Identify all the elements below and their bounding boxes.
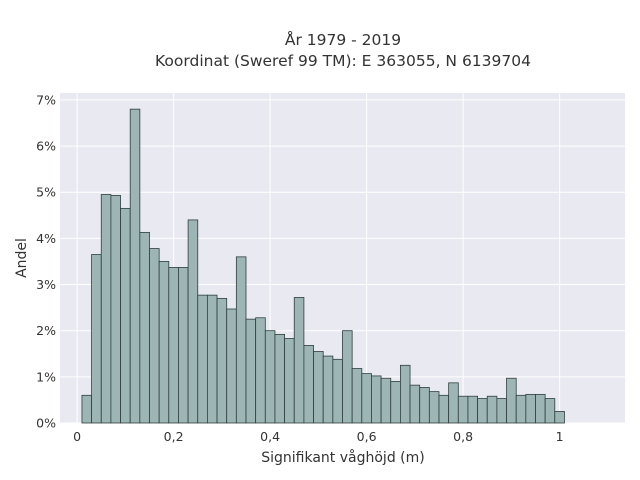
histogram-bar [535, 393, 546, 424]
y-tick-label: 3% [36, 277, 56, 292]
histogram-bar [477, 398, 488, 424]
histogram-bar [351, 368, 363, 424]
histogram-bar [187, 219, 199, 424]
histogram-bar [457, 395, 469, 424]
y-tick-label: 7% [36, 92, 56, 107]
histogram-bar [515, 394, 527, 424]
chart-title-line-1: År 1979 - 2019 [285, 30, 401, 49]
histogram-bar [399, 364, 411, 424]
histogram-bar [554, 411, 565, 424]
histogram-bar [428, 391, 440, 424]
histogram-bar [390, 381, 401, 424]
histogram-bar [506, 377, 517, 424]
y-tick-label: 6% [36, 139, 56, 154]
histogram-bar [438, 394, 450, 424]
y-axis-title: Andel [14, 238, 30, 278]
x-axis-ticks: 0 0,2 0,4 0,6 0,8 1 [73, 429, 563, 444]
bars [81, 108, 565, 424]
histogram-bar [178, 267, 189, 424]
histogram-bar [293, 297, 305, 424]
x-tick-label: 0,8 [453, 429, 473, 444]
histogram-bar [197, 294, 208, 424]
histogram-bar [207, 294, 218, 424]
histogram-bar [120, 207, 131, 424]
histogram-bar [284, 338, 295, 424]
x-tick-label: 1 [556, 429, 564, 444]
histogram-bar [226, 308, 237, 424]
x-tick-label: 0,4 [260, 429, 280, 444]
y-tick-label: 4% [36, 231, 56, 246]
histogram-bar [371, 375, 382, 424]
y-tick-label: 0% [36, 416, 56, 431]
histogram-bar [158, 261, 170, 424]
histogram-bar [332, 358, 343, 424]
histogram-bar [100, 194, 112, 424]
histogram-bar [216, 297, 228, 424]
histogram-bar [91, 254, 102, 424]
x-tick-label: 0,2 [164, 429, 184, 444]
x-tick-label: 0,6 [357, 429, 377, 444]
histogram-bar [525, 393, 536, 424]
histogram-bar [245, 318, 257, 424]
y-tick-label: 5% [36, 185, 56, 200]
histogram-bar [168, 267, 179, 424]
histogram-bar [139, 231, 150, 424]
histogram-bar [467, 395, 478, 424]
histogram-bar [255, 317, 266, 424]
histogram-bar [322, 355, 334, 424]
histogram-bar [149, 248, 160, 424]
histogram-bar [342, 330, 353, 424]
chart-title-line-2: Koordinat (Sweref 99 TM): E 363055, N 61… [155, 52, 531, 70]
histogram-bar [380, 377, 392, 424]
histogram-bar [129, 108, 141, 424]
histogram-bar [419, 387, 430, 424]
x-tick-label: 0 [73, 429, 81, 444]
y-tick-label: 2% [36, 323, 56, 338]
histogram-bar [81, 394, 93, 424]
histogram-bar [313, 351, 324, 424]
histogram-bar [303, 345, 314, 424]
histogram-bar [409, 384, 421, 424]
histogram-bar [110, 195, 121, 424]
histogram-bar [274, 333, 286, 424]
histogram-bar [235, 256, 247, 424]
histogram-bar [448, 382, 459, 424]
histogram-bar [264, 330, 276, 424]
histogram-bar [544, 398, 556, 424]
histogram-bar [496, 398, 507, 424]
histogram-bar [361, 373, 372, 424]
y-tick-label: 1% [36, 369, 56, 384]
y-axis-ticks: 0% 1% 2% 3% 4% 5% 6% 7% [36, 92, 56, 430]
histogram-bar [486, 395, 498, 424]
chart-title: År 1979 - 2019 Koordinat (Sweref 99 TM):… [155, 30, 531, 70]
x-axis-title: Signifikant våghöjd (m) [261, 449, 424, 466]
